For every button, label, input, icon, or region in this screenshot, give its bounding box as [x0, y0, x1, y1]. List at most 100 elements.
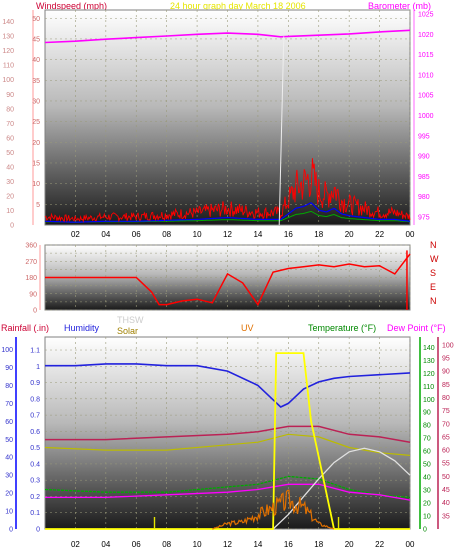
thsw-line: [272, 447, 411, 530]
y-tick-label-wind2: 130: [2, 34, 14, 41]
grid-1: [45, 10, 411, 225]
y-tick-label-temperature: 120: [423, 371, 435, 378]
y-tick-label-humidity: 30: [5, 473, 13, 480]
y-tick-label-direction: 270: [25, 259, 37, 266]
dewpoint-line: [45, 425, 411, 443]
y-tick-label-barometer: 995: [418, 133, 430, 140]
y-tick-label-dewpoint: 35: [442, 513, 450, 520]
axes-2: 0 90 180 270 360: [25, 243, 41, 315]
series-3: [44, 352, 411, 530]
rainfall-title: Rainfall (.in): [1, 323, 49, 333]
direction-label: E: [430, 282, 436, 292]
y-tick-label-barometer: 975: [418, 214, 430, 221]
y-tick-label-temperature: 110: [423, 384, 434, 391]
x-tick-label: 20: [345, 230, 354, 239]
y-tick-label-direction: 90: [29, 291, 37, 298]
y-tick-label-direction: 360: [25, 243, 37, 250]
y-tick-label-wind: 15: [32, 160, 40, 167]
y-tick-label-wind: 25: [32, 119, 40, 126]
y-tick-label-dewpoint: 80: [442, 395, 450, 402]
y-tick-label-temperature: 100: [423, 397, 435, 404]
y-tick-label-dewpoint: 85: [442, 382, 450, 389]
wind-spike: [278, 36, 285, 226]
y-tick-label-wind2: 20: [6, 193, 14, 200]
y-tick-label-humidity: 60: [5, 419, 13, 426]
y-tick-label-wind: 45: [32, 36, 40, 43]
y-tick-label-rain: 1: [36, 364, 40, 371]
direction-label: N: [430, 296, 437, 306]
y-tick-label-wind: 5: [36, 202, 40, 209]
y-tick-label-humidity: 70: [5, 401, 13, 408]
y-tick-label-wind2: 90: [6, 92, 14, 99]
x-tick-label: 10: [193, 540, 202, 549]
y-tick-label-rain: 0.1: [30, 510, 40, 517]
y-tick-label-rain: 0.7: [30, 413, 40, 420]
y-tick-label-humidity: 10: [5, 509, 13, 516]
thsw-title: THSW: [117, 315, 144, 325]
y-tick-label-barometer: 1005: [418, 93, 434, 100]
y-tick-label-dewpoint: 40: [442, 500, 450, 507]
y-tick-label-temperature: 90: [423, 410, 431, 417]
y-tick-label-rain: 0: [36, 527, 40, 534]
y-tick-label-rain: 0.3: [30, 478, 40, 485]
y-tick-label-barometer: 1000: [418, 113, 434, 120]
x-tick-label: 20: [345, 540, 354, 549]
y-tick-label-wind2: 110: [3, 63, 14, 70]
x-tick-label: 22: [375, 540, 384, 549]
y-tick-label-humidity: 90: [5, 365, 13, 372]
y-tick-label-dewpoint: 45: [442, 487, 450, 494]
y-tick-label-humidity: 80: [5, 383, 13, 390]
temperature-title: Temperature (°F): [308, 323, 376, 333]
uv-title: UV: [241, 323, 254, 333]
x-tick-label: 08: [162, 540, 171, 549]
direction-label: W: [430, 254, 439, 264]
y-tick-label-wind: 30: [32, 98, 40, 105]
y-tick-label-wind: 40: [32, 57, 40, 64]
y-tick-label-temperature: 20: [423, 501, 431, 508]
x-tick-label: 04: [101, 230, 110, 239]
x-tick-label: 14: [253, 230, 262, 239]
uv-line: [45, 352, 410, 530]
temperature-band-line: [44, 433, 411, 456]
dewpoint-title: Dew Point (°F): [387, 323, 446, 333]
y-tick-label-temperature: 30: [423, 488, 431, 495]
windspeed-title: Windspeed (mph): [36, 1, 107, 11]
y-tick-label-humidity: 100: [1, 347, 13, 354]
axes-1: 5101520253035404550010203040506070809010…: [2, 10, 434, 230]
y-tick-label-temperature: 140: [423, 345, 435, 352]
y-tick-label-rain: 0.6: [30, 429, 40, 436]
direction-label: N: [430, 240, 437, 250]
y-tick-label-humidity: 0: [9, 527, 13, 534]
humidity-line: [45, 363, 411, 408]
y-tick-label-wind2: 30: [6, 179, 14, 186]
y-tick-label-barometer: 990: [418, 154, 430, 161]
x-tick-label: 00: [406, 540, 415, 549]
axes-3: 0 0.1 0.2 0.3 0.4 0.5 0.6 0.7 0.8 0.9 1 1.1 0 10 20 30 4…: [1, 337, 454, 534]
y-tick-label-rain: 1.1: [30, 348, 40, 355]
x-ticks-1: 02 04 06 08 10 12 14 16 18 20 22 00: [71, 230, 415, 239]
barometer-title: Barometer (mb): [368, 1, 431, 11]
y-tick-label-wind2: 80: [6, 106, 14, 113]
x-tick-label: 06: [132, 230, 141, 239]
y-tick-label-wind2: 10: [6, 208, 14, 215]
y-tick-label-wind2: 0: [10, 223, 14, 230]
x-tick-label: 12: [223, 230, 232, 239]
y-tick-label-rain: 0.5: [30, 445, 40, 452]
humidity-title: Humidity: [64, 323, 100, 333]
x-tick-label: 12: [223, 540, 232, 549]
y-tick-label-barometer: 1020: [418, 32, 434, 39]
y-tick-label-wind: 50: [32, 16, 40, 23]
graph-title: 24 hour graph day March 18 2006: [170, 1, 306, 11]
y-tick-label-wind2: 50: [6, 150, 14, 157]
series-1: [44, 29, 411, 226]
y-tick-label-temperature: 50: [423, 462, 431, 469]
x-tick-label: 06: [132, 540, 141, 549]
y-tick-label-wind: 35: [32, 78, 40, 85]
y-tick-label-temperature: 80: [423, 423, 431, 430]
y-tick-label-barometer: 1015: [418, 52, 434, 59]
solar-title: Solar: [117, 326, 138, 336]
